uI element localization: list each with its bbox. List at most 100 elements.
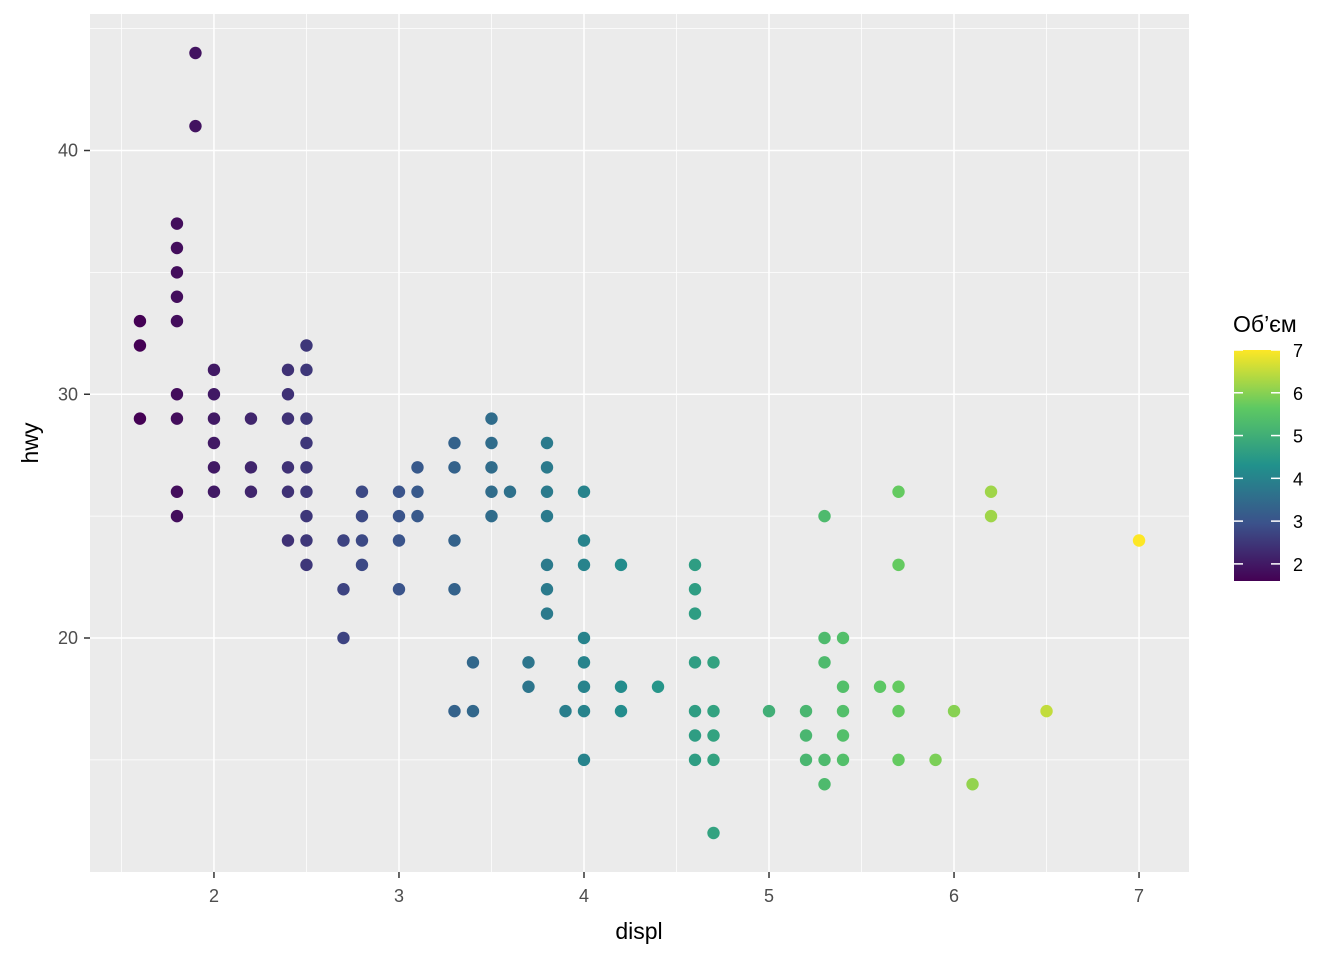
data-point (540, 461, 554, 474)
data-point (392, 485, 406, 498)
data-point (337, 631, 350, 645)
data-point (411, 485, 424, 498)
data-point (836, 631, 850, 645)
data-point (614, 680, 628, 693)
x-axis-title: displ (615, 918, 662, 944)
data-point (300, 558, 313, 572)
data-point (1040, 704, 1053, 718)
data-point (577, 704, 591, 718)
data-point (688, 753, 702, 767)
data-point (411, 509, 424, 523)
y-axis-title: hwy (17, 422, 43, 463)
data-point (688, 583, 702, 596)
data-point (281, 363, 295, 377)
x-tick-label: 2 (209, 886, 219, 906)
data-point (892, 680, 905, 693)
data-point (300, 485, 313, 498)
x-tick-label: 4 (579, 886, 589, 906)
data-point (170, 217, 184, 230)
data-point (577, 631, 591, 645)
data-point (892, 485, 905, 498)
data-point (281, 412, 295, 425)
minor-gridlines (90, 14, 1189, 872)
data-point (707, 729, 720, 742)
data-point (392, 534, 406, 547)
data-point (448, 461, 461, 474)
x-tick-label: 7 (1134, 886, 1144, 906)
data-point (966, 778, 979, 791)
data-point (688, 607, 702, 620)
data-point (244, 485, 258, 498)
data-point (189, 119, 202, 133)
data-point (355, 558, 369, 572)
data-point (448, 534, 461, 547)
data-point (892, 753, 905, 767)
data-point (170, 412, 184, 425)
data-point (799, 753, 813, 767)
major-gridlines (90, 14, 1189, 872)
y-tick-label: 20 (58, 628, 78, 648)
data-point (688, 729, 702, 742)
data-point (355, 485, 369, 498)
data-point (540, 436, 554, 450)
data-point (300, 436, 313, 450)
data-point (170, 266, 184, 279)
data-point (540, 558, 554, 572)
data-point (614, 558, 628, 572)
data-point (170, 290, 184, 303)
data-point (577, 485, 591, 498)
data-point (300, 534, 313, 547)
data-point (485, 412, 498, 425)
data-point (836, 729, 850, 742)
data-point (892, 558, 905, 572)
data-point (189, 46, 202, 60)
data-point (818, 753, 831, 767)
data-point (337, 583, 350, 596)
data-point (392, 583, 406, 596)
data-point (170, 241, 184, 255)
data-point (207, 485, 221, 498)
legend-colorbar (1234, 350, 1280, 581)
data-point (984, 485, 998, 498)
data-point (688, 704, 702, 718)
data-point (577, 656, 591, 669)
data-point (448, 704, 461, 718)
data-point (448, 583, 461, 596)
data-point (485, 461, 498, 474)
legend-tick-label: 3 (1293, 512, 1303, 532)
x-tick-label: 6 (949, 886, 959, 906)
data-point (355, 509, 369, 523)
data-point (355, 534, 369, 547)
y-tick-label: 40 (58, 141, 78, 161)
data-point (466, 704, 480, 718)
data-point (207, 436, 221, 450)
data-point (466, 656, 480, 669)
data-point (485, 485, 498, 498)
data-point (540, 583, 554, 596)
data-point (707, 753, 720, 767)
legend-tick-label: 5 (1293, 427, 1303, 447)
data-point (929, 753, 942, 767)
data-point (651, 680, 665, 693)
data-point (818, 631, 831, 645)
data-point (614, 704, 628, 718)
data-point (688, 656, 702, 669)
data-point (133, 339, 147, 352)
data-point (522, 656, 535, 669)
data-point (300, 363, 313, 377)
data-point (707, 704, 720, 718)
data-point (1132, 534, 1146, 547)
data-point (244, 412, 258, 425)
data-point (836, 680, 850, 693)
data-point (947, 704, 961, 718)
x-tick-label: 3 (394, 886, 404, 906)
data-point (411, 461, 424, 474)
data-points (133, 46, 1146, 840)
data-point (133, 314, 147, 328)
x-tick-label: 5 (764, 886, 774, 906)
data-point (799, 729, 813, 742)
legend-tick-label: 4 (1293, 469, 1303, 489)
data-point (818, 509, 831, 523)
data-point (485, 436, 498, 450)
